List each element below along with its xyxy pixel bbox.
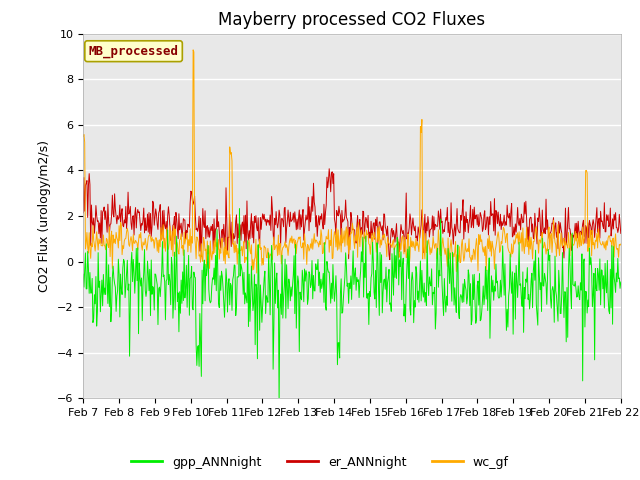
er_ANNnight	[89, 222, 97, 228]
Line: er_ANNnight: er_ANNnight	[83, 169, 621, 260]
gpp_ANNnight	[145, 270, 152, 276]
gpp_ANNnight	[236, 205, 243, 211]
er_ANNnight	[435, 208, 442, 214]
wc_gf	[435, 227, 442, 233]
wc_gf	[200, 235, 207, 240]
er_ANNnight	[386, 257, 394, 263]
gpp_ANNnight	[435, 284, 442, 290]
wc_gf	[79, 134, 87, 140]
gpp_ANNnight	[275, 400, 283, 406]
er_ANNnight	[145, 229, 152, 235]
Line: wc_gf: wc_gf	[83, 50, 621, 273]
wc_gf	[253, 270, 260, 276]
gpp_ANNnight	[199, 301, 207, 307]
er_ANNnight	[419, 216, 426, 222]
gpp_ANNnight	[419, 289, 426, 295]
er_ANNnight	[199, 206, 207, 212]
Legend: gpp_ANNnight, er_ANNnight, wc_gf: gpp_ANNnight, er_ANNnight, wc_gf	[126, 451, 514, 474]
wc_gf	[617, 241, 625, 247]
er_ANNnight	[227, 244, 235, 250]
gpp_ANNnight	[89, 320, 97, 325]
wc_gf	[89, 223, 97, 228]
wc_gf	[419, 256, 426, 262]
wc_gf	[228, 158, 236, 164]
Title: Mayberry processed CO2 Fluxes: Mayberry processed CO2 Fluxes	[218, 11, 486, 29]
wc_gf	[145, 235, 152, 240]
er_ANNnight	[79, 210, 87, 216]
wc_gf	[189, 47, 197, 53]
gpp_ANNnight	[79, 271, 87, 277]
gpp_ANNnight	[617, 279, 625, 285]
Text: MB_processed: MB_processed	[88, 45, 179, 58]
er_ANNnight	[325, 166, 333, 172]
Line: gpp_ANNnight: gpp_ANNnight	[83, 208, 621, 403]
gpp_ANNnight	[227, 283, 235, 288]
Y-axis label: CO2 Flux (urology/m2/s): CO2 Flux (urology/m2/s)	[38, 140, 51, 292]
er_ANNnight	[617, 230, 625, 236]
